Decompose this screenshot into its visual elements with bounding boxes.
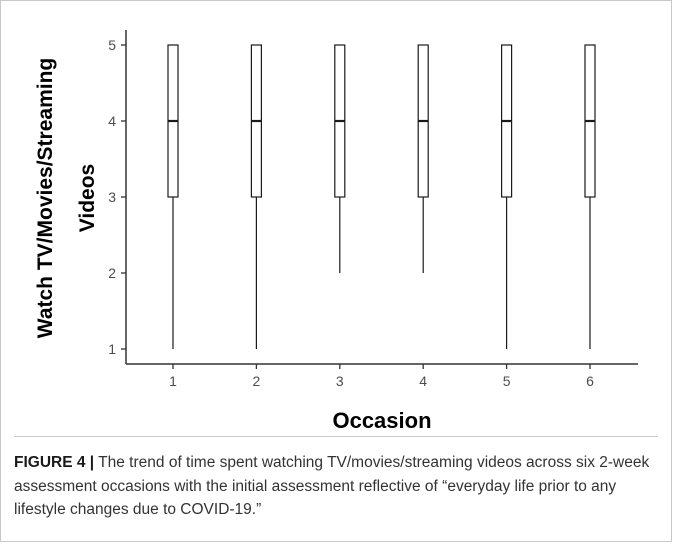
- y-tick-label: 5: [108, 37, 116, 53]
- box-occasion-4: [417, 44, 429, 273]
- box-occasion-5: [501, 44, 513, 349]
- x-tick-labels: 1 2 3 4 5 6: [169, 373, 594, 389]
- x-tick-label: 5: [503, 373, 511, 389]
- x-tick-label: 1: [169, 373, 177, 389]
- y-axis-title-line-2: Videos: [76, 164, 99, 232]
- box-occasion-2: [250, 44, 262, 349]
- boxes: [167, 44, 596, 349]
- caption-divider: [14, 436, 658, 437]
- figure-caption: FIGURE 4 | The trend of time spent watch…: [14, 451, 654, 522]
- x-tick-label: 3: [336, 373, 344, 389]
- y-tick-labels: 1 2 3 4 5: [108, 37, 116, 357]
- box-occasion-1: [167, 44, 179, 349]
- box-plot: 1 2 3 4 5 1 2 3 4 5 6 Occasion Watch TV/Movies/St…: [34, 30, 638, 433]
- y-tick-label: 1: [108, 341, 116, 357]
- x-tick-label: 4: [419, 373, 427, 389]
- caption-text: The trend of time spent watching TV/movi…: [14, 454, 650, 518]
- x-axis-title: Occasion: [332, 408, 431, 433]
- y-tick-label: 4: [108, 113, 116, 129]
- x-tick-label: 6: [586, 373, 594, 389]
- axes: [121, 30, 638, 369]
- box-occasion-6: [584, 44, 596, 349]
- y-axis-title: Watch TV/Movies/Streaming Videos: [34, 58, 99, 338]
- figure-label: FIGURE 4 |: [14, 454, 95, 471]
- y-axis-title-line-1: Watch TV/Movies/Streaming: [34, 58, 57, 338]
- y-tick-label: 2: [108, 265, 116, 281]
- y-tick-label: 3: [108, 189, 116, 205]
- x-tick-label: 2: [253, 373, 261, 389]
- box-occasion-3: [334, 44, 346, 273]
